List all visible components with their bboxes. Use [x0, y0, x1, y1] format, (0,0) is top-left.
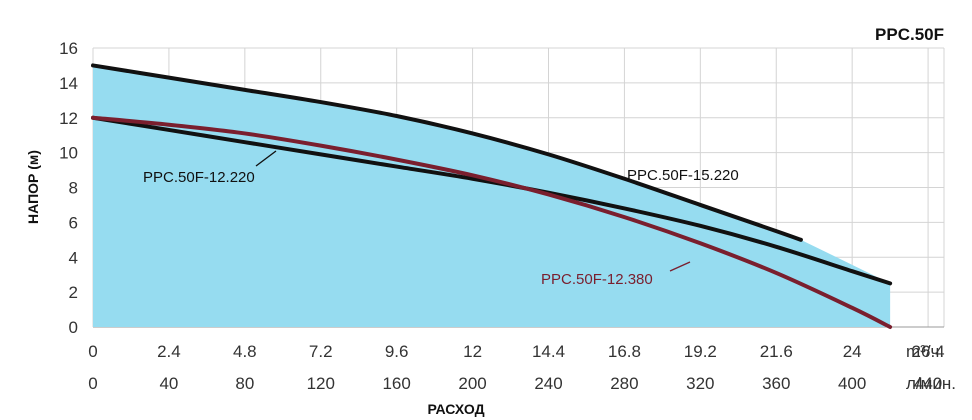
- x-tick-label-lmin: 0: [88, 374, 97, 393]
- leader-12-220: [255, 150, 277, 167]
- x-tick-label-lmin: 280: [610, 374, 638, 393]
- performance-curves: [91, 63, 893, 329]
- curve-ppc-50f-12-380: [91, 115, 893, 329]
- x-tick-label-lmin: 360: [762, 374, 790, 393]
- x-tick-label-m3h: 4.8: [233, 342, 257, 361]
- y-tick-label: 10: [59, 144, 78, 163]
- x-tick-label-m3h: 26.4: [912, 342, 945, 361]
- y-tick-label: 6: [69, 213, 78, 232]
- x-axis-title: РАСХОД: [427, 401, 484, 417]
- x-tick-labels-lmin: 0 40 80 120 160 200 240 280 320 360 400 440: [88, 374, 942, 393]
- x-tick-label-m3h: 12: [463, 342, 482, 361]
- x-tick-label-m3h: 2.4: [157, 342, 181, 361]
- label-ppc-50f-12-380: PPC.50F-12.380: [541, 271, 653, 288]
- curve-labels: PPC.50F-15.220 PPC.50F-12.220 PPC.50F-12…: [143, 150, 739, 288]
- y-axis-title: НАПОР (м): [25, 150, 41, 224]
- x-unit-lmin: л/мин.: [906, 374, 956, 393]
- y-tick-label: 12: [59, 109, 78, 128]
- x-tick-label-lmin: 80: [235, 374, 254, 393]
- x-tick-label-m3h: 24: [843, 342, 862, 361]
- y-tick-label: 16: [59, 39, 78, 58]
- x-tick-label-m3h: 9.6: [385, 342, 409, 361]
- x-tick-label-lmin: 400: [838, 374, 866, 393]
- y-tick-label: 2: [69, 283, 78, 302]
- x-tick-label-lmin: 200: [458, 374, 486, 393]
- curve-ppc-50f-15-220: [91, 63, 803, 242]
- x-tick-label-m3h: 14.4: [532, 342, 565, 361]
- x-tick-label-m3h: 16.8: [608, 342, 641, 361]
- y-tick-label: 8: [69, 179, 78, 198]
- label-ppc-50f-12-220: PPC.50F-12.220: [143, 169, 255, 186]
- x-tick-label-m3h: 7.2: [309, 342, 333, 361]
- x-tick-label-lmin: 440: [914, 374, 942, 393]
- operating-range-area: [93, 65, 891, 327]
- x-tick-label-lmin: 240: [534, 374, 562, 393]
- x-unit-m3h: m³/ч.: [906, 342, 944, 361]
- label-ppc-50f-15-220: PPC.50F-15.220: [627, 167, 739, 184]
- x-tick-label-m3h: 19.2: [684, 342, 717, 361]
- x-tick-labels-m3h: 0 2.4 4.8 7.2 9.6 12 14.4 16.8 19.2 21.6 24 26.4: [88, 342, 944, 361]
- x-tick-label-lmin: 160: [382, 374, 410, 393]
- chart-title: PPC.50F: [875, 25, 944, 44]
- y-tick-label: 0: [69, 318, 78, 337]
- x-tick-label-lmin: 120: [307, 374, 335, 393]
- leader-12-380: [669, 261, 691, 272]
- x-tick-label-lmin: 320: [686, 374, 714, 393]
- y-tick-label: 14: [59, 74, 78, 93]
- y-tick-labels: 0 2 4 6 8 10 12 14 16: [59, 39, 78, 337]
- x-tick-label-m3h: 0: [88, 342, 97, 361]
- x-tick-label-lmin: 40: [159, 374, 178, 393]
- x-tick-label-m3h: 21.6: [760, 342, 793, 361]
- y-tick-label: 4: [69, 248, 78, 267]
